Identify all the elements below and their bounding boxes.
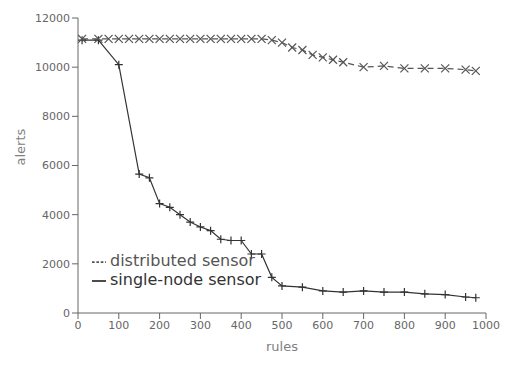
svg-text:700: 700 — [353, 319, 374, 332]
svg-text:2000: 2000 — [42, 258, 70, 271]
svg-text:8000: 8000 — [42, 110, 70, 123]
svg-text:10000: 10000 — [35, 61, 70, 74]
svg-text:300: 300 — [190, 319, 211, 332]
svg-text:6000: 6000 — [42, 159, 70, 172]
html-text:single-node sensor: single-node sensor — [110, 270, 262, 289]
svg-text:0: 0 — [75, 319, 82, 332]
svg-text:800: 800 — [394, 319, 415, 332]
svg-text:0: 0 — [63, 307, 70, 320]
svg-text:100: 100 — [108, 319, 129, 332]
svg-text:rules: rules — [266, 339, 298, 354]
svg-text:500: 500 — [272, 319, 293, 332]
svg-text:12000: 12000 — [35, 12, 70, 25]
svg-text:200: 200 — [149, 319, 170, 332]
svg-text:900: 900 — [435, 319, 456, 332]
svg-text:1000: 1000 — [472, 319, 500, 332]
svg-text:alerts: alerts — [13, 128, 28, 165]
svg-text:600: 600 — [312, 319, 333, 332]
html-text:distributed sensor: distributed sensor — [110, 251, 255, 270]
svg-text:400: 400 — [231, 319, 252, 332]
svg-text:4000: 4000 — [42, 209, 70, 222]
